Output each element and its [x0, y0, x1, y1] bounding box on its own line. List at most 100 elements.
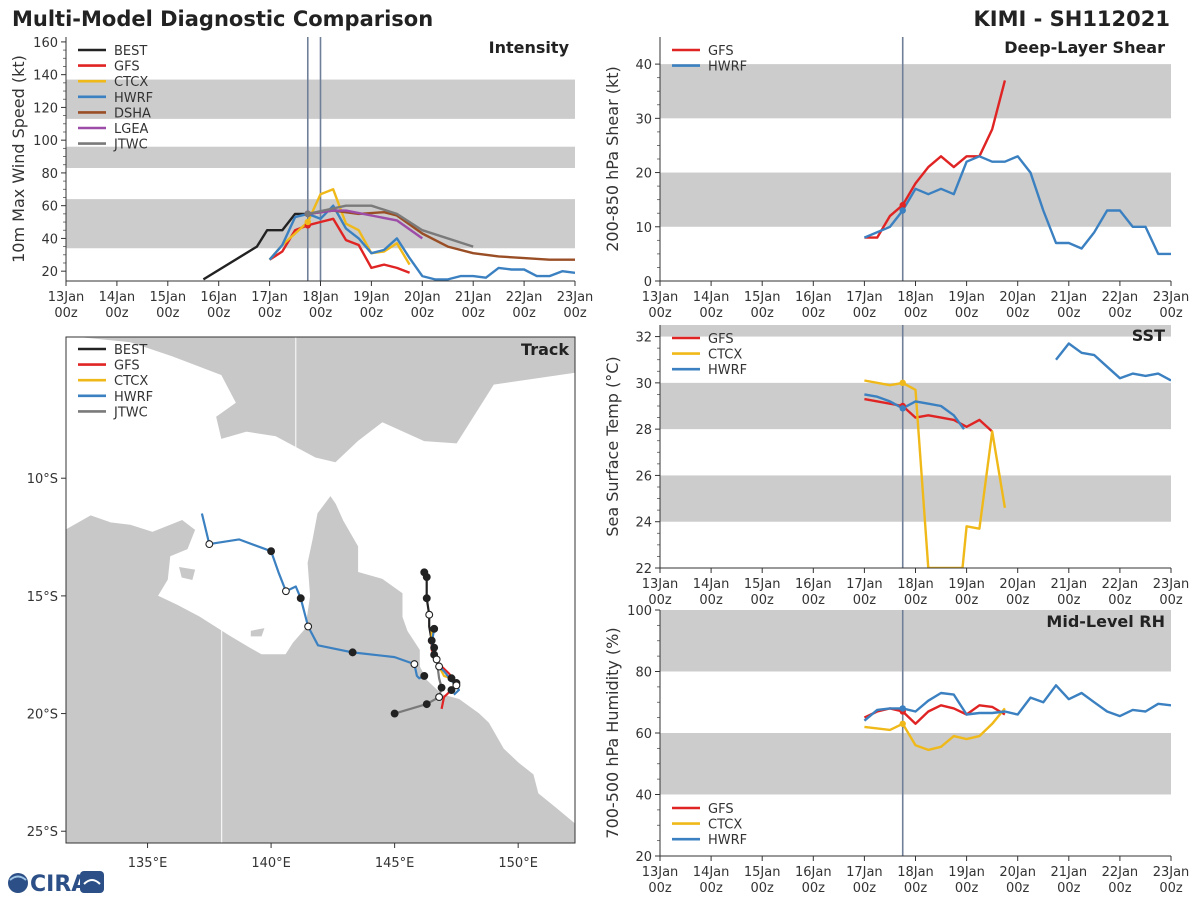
intensity-legend-label-hwrf: HWRF	[114, 91, 153, 106]
shear-xtick-hour: 00z	[853, 306, 877, 321]
sst-legend-label-ctcx: CTCX	[708, 348, 742, 363]
sst-legend-label-hwrf: HWRF	[708, 363, 747, 378]
sst-series-group	[864, 342, 1171, 568]
track-point-jtwc	[435, 693, 444, 702]
track-point-best	[427, 636, 436, 645]
shear-xtick-day: 14Jan	[693, 290, 730, 305]
intensity-xtick-day: 14Jan	[99, 290, 136, 305]
track-point-hwrf	[420, 671, 429, 680]
track-point-jtwc	[390, 709, 399, 718]
sst-xtick-hour: 00z	[904, 593, 928, 608]
rh-xtick-day: 15Jan	[744, 865, 781, 880]
track-title: Track	[521, 340, 569, 359]
rh-ytick-label: 100	[627, 604, 652, 619]
intensity-xtick-hour: 00z	[563, 306, 587, 321]
track-point-hwrf	[410, 660, 419, 669]
track-legend-label-best: BEST	[114, 343, 147, 358]
intensity-xtick-hour: 00z	[411, 306, 435, 321]
sst-ytick-label: 28	[635, 423, 652, 438]
sst-xtick-day: 23Jan	[1153, 577, 1190, 592]
shear-title: Deep-Layer Shear	[1004, 38, 1165, 57]
shear-xtick-hour: 00z	[699, 306, 723, 321]
track-point-hwrf	[304, 622, 313, 631]
rh-ytick-label: 80	[635, 666, 652, 681]
sst-xtick-hour: 00z	[802, 593, 826, 608]
rh-xtick-day: 13Jan	[642, 865, 679, 880]
sst-ytick-label: 26	[635, 469, 652, 484]
intensity-ytick-label: 20	[41, 265, 58, 280]
rh-xtick-day: 23Jan	[1153, 865, 1190, 880]
sst-xtick-day: 13Jan	[642, 577, 679, 592]
shear-band	[660, 172, 1171, 227]
rh-xtick-hour: 00z	[1057, 881, 1081, 896]
track-point-hwrf	[281, 587, 290, 596]
rh-xtick-day: 22Jan	[1102, 865, 1139, 880]
shear-xtick-hour: 00z	[1006, 306, 1030, 321]
intensity-ytick-label: 100	[33, 134, 58, 149]
track-xtick-label: 145°E	[375, 856, 415, 871]
track-legend-label-jtwc: JTWC	[113, 405, 148, 420]
shear-xtick-day: 18Jan	[897, 290, 934, 305]
land-groote-eylandt	[179, 566, 196, 580]
shear-xtick-hour: 00z	[751, 306, 775, 321]
rh-ytick-label: 60	[635, 727, 652, 742]
logo-text: CIRA	[30, 872, 88, 897]
sst-xtick-day: 17Jan	[846, 577, 883, 592]
sst-xtick-hour: 00z	[648, 593, 672, 608]
rh-xtick-hour: 00z	[648, 881, 672, 896]
track-ytick-label: 25°S	[27, 825, 58, 840]
shear-xtick-day: 23Jan	[1153, 290, 1190, 305]
shear-xtick-day: 13Jan	[642, 290, 679, 305]
rh-legend-label-hwrf: HWRF	[708, 833, 747, 848]
shear-xtick-hour: 00z	[955, 306, 979, 321]
rh-xtick-hour: 00z	[1006, 881, 1030, 896]
track-xtick-label: 150°E	[498, 856, 538, 871]
shear-ylabel: 200-850 hPa Shear (kt)	[603, 66, 622, 252]
track-point-hwrf	[205, 540, 214, 549]
track-point-hwrf	[430, 624, 439, 633]
rh-xtick-day: 21Jan	[1051, 865, 1088, 880]
rh-series-ctcx	[864, 707, 1006, 752]
track-point-jtwc	[432, 655, 441, 664]
track-point-hwrf	[435, 662, 444, 671]
sst-title: SST	[1132, 326, 1165, 345]
sst-xtick-day: 14Jan	[693, 577, 730, 592]
sst-series-hwrf	[1055, 342, 1171, 382]
logo-swoosh-icon	[9, 875, 27, 881]
shear-band	[660, 64, 1171, 119]
track-legend-label-gfs: GFS	[114, 359, 140, 374]
intensity-xtick-hour: 00z	[54, 306, 78, 321]
intensity-xtick-day: 15Jan	[150, 290, 187, 305]
intensity-xtick-day: 21Jan	[455, 290, 492, 305]
intensity-legend-label-best: BEST	[114, 44, 147, 59]
sst-xtick-hour: 00z	[751, 593, 775, 608]
sst-series-ctcx	[864, 379, 1007, 568]
shear-xtick-day: 16Jan	[795, 290, 832, 305]
intensity-xtick-hour: 00z	[512, 306, 536, 321]
sst-ytick-label: 22	[635, 562, 652, 577]
sst-xtick-hour: 00z	[1159, 593, 1183, 608]
land-australia	[66, 496, 575, 843]
intensity-xtick-day: 16Jan	[200, 290, 237, 305]
intensity-ytick-label: 40	[41, 232, 58, 247]
track-point-best	[425, 610, 434, 619]
track-frame	[65, 336, 576, 844]
intensity-xtick-hour: 00z	[156, 306, 180, 321]
rh-analysis-point-hwrf	[899, 705, 906, 712]
intensity-ytick-label: 80	[41, 167, 58, 182]
map-group	[66, 337, 575, 843]
intensity-ylabel: 10m Max Wind Speed (kt)	[9, 55, 28, 263]
rh-legend-label-ctcx: CTCX	[708, 818, 742, 833]
intensity-series-lgea	[307, 209, 423, 240]
shear-legend-label-gfs: GFS	[708, 44, 734, 59]
intensity-title: Intensity	[489, 38, 570, 57]
rh-xtick-hour: 00z	[1108, 881, 1132, 896]
rh-xtick-hour: 00z	[1159, 881, 1183, 896]
intensity-xtick-day: 22Jan	[506, 290, 543, 305]
land-mornington-island	[250, 628, 265, 637]
track-point-ctcx	[447, 674, 456, 683]
rh-xtick-day: 20Jan	[999, 865, 1036, 880]
shear-analysis-point-hwrf	[899, 207, 906, 214]
intensity-xtick-hour: 00z	[462, 306, 486, 321]
